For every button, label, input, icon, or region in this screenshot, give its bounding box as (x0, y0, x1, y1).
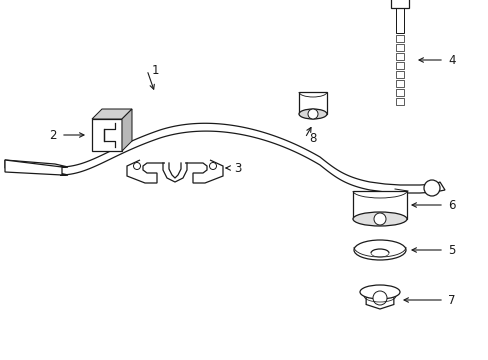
Ellipse shape (353, 240, 405, 260)
Ellipse shape (359, 285, 399, 299)
Bar (395, 80, 403, 87)
Circle shape (133, 162, 140, 170)
Bar (352, 191, 406, 219)
Bar (390, 0, 408, 8)
Bar (395, 98, 403, 105)
Polygon shape (5, 160, 62, 175)
Bar (395, 89, 403, 96)
Circle shape (307, 109, 317, 119)
Text: 3: 3 (234, 162, 241, 175)
Text: 4: 4 (447, 54, 455, 67)
Text: 7: 7 (447, 293, 455, 306)
Text: 6: 6 (447, 198, 455, 212)
Polygon shape (92, 109, 132, 119)
Bar (395, 35, 403, 42)
Circle shape (423, 180, 439, 196)
Bar (298, 92, 326, 114)
Ellipse shape (352, 212, 406, 226)
Bar (395, 8, 403, 33)
Bar (395, 44, 403, 51)
Bar (395, 71, 403, 78)
Polygon shape (122, 109, 132, 151)
Text: 2: 2 (49, 129, 57, 141)
Text: 1: 1 (151, 63, 159, 77)
Text: 5: 5 (447, 243, 455, 256)
Bar (395, 62, 403, 69)
Circle shape (372, 291, 386, 305)
Polygon shape (366, 291, 393, 309)
Text: 8: 8 (309, 131, 316, 144)
Bar (92, 119, 122, 151)
Polygon shape (5, 123, 444, 193)
Circle shape (373, 213, 385, 225)
Bar (395, 53, 403, 60)
Circle shape (209, 162, 216, 170)
Ellipse shape (298, 109, 326, 119)
